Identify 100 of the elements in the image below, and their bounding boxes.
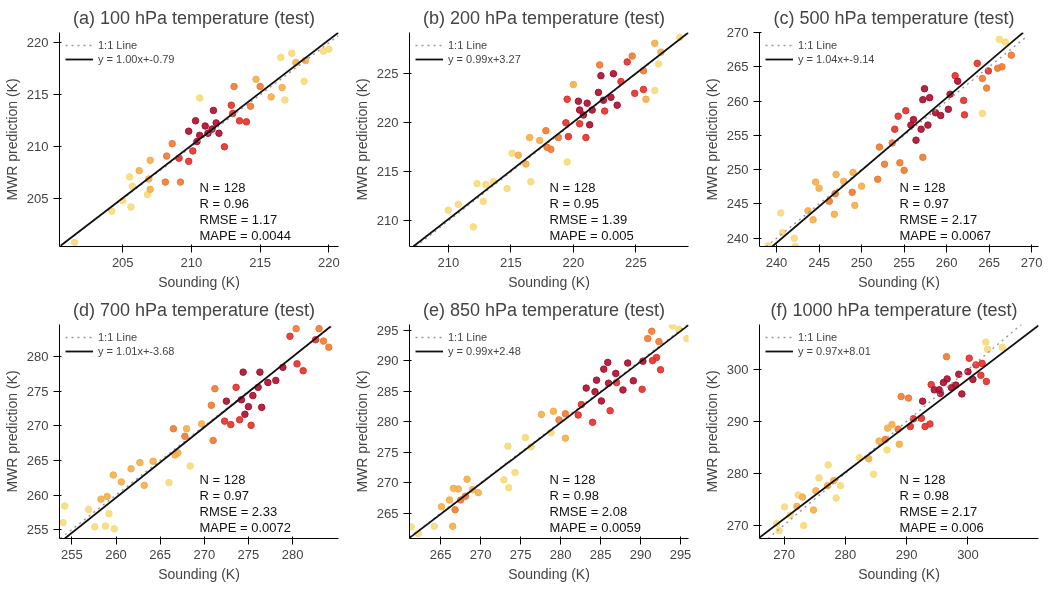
x-tick-label: 275 (509, 546, 532, 562)
legend-label: 1:1 Line (798, 330, 838, 344)
x-tick-label: 265 (978, 254, 1001, 270)
legend-label: 1:1 Line (98, 330, 138, 344)
y-tick-label: 270 (376, 475, 399, 491)
annotation: MAPE = 0.0044 (199, 227, 291, 243)
x-tick-label: 210 (437, 254, 460, 270)
y-tick-label: 215 (26, 87, 49, 103)
x-tick-label: 270 (193, 546, 216, 562)
annotation: N = 128 (199, 471, 246, 487)
y-tick-label: 265 (26, 452, 49, 468)
y-tick-label: 280 (726, 465, 749, 481)
annotation: N = 128 (899, 179, 946, 195)
x-tick-label: 280 (834, 546, 857, 562)
x-tick-label: 280 (549, 546, 572, 562)
chart-title: (f) 1000 hPa temperature (test) (770, 299, 1018, 320)
x-tick-label: 300 (957, 546, 979, 562)
chart-title: (d) 700 hPa temperature (test) (72, 299, 316, 320)
y-tick-label: 280 (26, 349, 49, 365)
x-axis-title: Sounding (K) (158, 565, 240, 582)
legend-label: 1:1 Line (798, 38, 838, 52)
y-tick-label: 225 (376, 66, 399, 82)
y-tick-label: 210 (376, 213, 399, 229)
x-tick-label: 280 (281, 546, 304, 562)
x-tick-label: 225 (625, 254, 647, 270)
y-tick-label: 255 (26, 522, 49, 538)
x-tick-label: 270 (773, 546, 795, 562)
x-axis-title: Sounding (K) (158, 273, 240, 290)
x-tick-label: 220 (562, 254, 585, 270)
annotation: R = 0.98 (549, 487, 600, 503)
x-tick-label: 210 (180, 254, 203, 270)
x-tick-label: 295 (669, 546, 692, 562)
x-tick-label: 250 (850, 254, 873, 270)
x-tick-label: 290 (629, 546, 652, 562)
y-tick-label: 215 (376, 164, 399, 180)
y-axis-title: MWR prediction (K) (3, 370, 20, 493)
y-tick-label: 255 (726, 127, 749, 143)
annotation: N = 128 (199, 179, 246, 195)
legend-label: y = 0.99x+3.27 (448, 52, 521, 66)
y-tick-label: 240 (726, 230, 749, 246)
x-tick-label: 290 (895, 546, 918, 562)
annotation: MAPE = 0.0072 (199, 519, 291, 535)
annotation: MAPE = 0.0067 (899, 227, 991, 243)
annotation: R = 0.97 (199, 487, 250, 503)
y-tick-label: 260 (26, 487, 49, 503)
annotation: R = 0.97 (899, 195, 950, 211)
legend-label: 1:1 Line (448, 38, 488, 52)
x-tick-label: 260 (935, 254, 958, 270)
legend-label: y = 0.97x+8.01 (798, 344, 871, 358)
annotation: N = 128 (899, 471, 946, 487)
y-axis-title: MWR prediction (K) (703, 370, 720, 493)
y-tick-label: 290 (376, 353, 399, 369)
legend-label: y = 1.00x+-0.79 (98, 52, 175, 66)
y-axis-title: MWR prediction (K) (703, 78, 720, 201)
x-tick-label: 265 (149, 546, 172, 562)
x-tick-label: 255 (61, 546, 83, 562)
y-tick-label: 290 (726, 413, 749, 429)
x-tick-label: 265 (429, 546, 452, 562)
legend-label: y = 1.01x+-3.68 (98, 344, 175, 358)
annotation: MAPE = 0.0059 (549, 519, 641, 535)
annotation: MAPE = 0.006 (899, 519, 984, 535)
x-tick-label: 215 (249, 254, 272, 270)
y-tick-label: 260 (726, 93, 749, 109)
annotation: R = 0.98 (899, 487, 950, 503)
y-tick-label: 210 (26, 139, 49, 155)
annotation: MAPE = 0.005 (549, 227, 634, 243)
y-tick-label: 275 (26, 383, 49, 399)
chart-title: (c) 500 hPa temperature (test) (773, 7, 1015, 28)
chart-title: (b) 200 hPa temperature (test) (422, 7, 666, 28)
x-tick-label: 255 (893, 254, 915, 270)
legend-label: y = 1.04x+-9.14 (798, 52, 875, 66)
annotation: N = 128 (549, 179, 596, 195)
x-tick-label: 270 (1020, 254, 1043, 270)
y-tick-label: 280 (376, 414, 399, 430)
annotation: N = 128 (549, 471, 596, 487)
y-tick-label: 270 (726, 517, 749, 533)
y-tick-label: 220 (376, 115, 399, 131)
y-tick-label: 285 (376, 383, 399, 399)
x-axis-title: Sounding (K) (508, 565, 590, 582)
x-axis-title: Sounding (K) (858, 565, 940, 582)
annotation: R = 0.96 (199, 195, 250, 211)
x-tick-label: 240 (765, 254, 788, 270)
y-tick-label: 250 (726, 162, 749, 178)
x-tick-label: 285 (589, 546, 612, 562)
chart-title: (e) 850 hPa temperature (test) (422, 299, 666, 320)
y-tick-label: 275 (376, 444, 399, 460)
y-axis-title: MWR prediction (K) (353, 78, 370, 201)
y-axis-title: MWR prediction (K) (353, 370, 370, 493)
legend-label: 1:1 Line (98, 38, 138, 52)
annotation: RMSE = 2.33 (199, 503, 278, 519)
chart-title: (a) 100 hPa temperature (test) (72, 7, 316, 28)
annotation: RMSE = 2.17 (899, 503, 978, 519)
x-tick-label: 260 (105, 546, 127, 562)
annotation: RMSE = 1.39 (549, 211, 628, 227)
annotation: RMSE = 2.17 (899, 211, 978, 227)
x-axis-title: Sounding (K) (508, 273, 590, 290)
x-tick-label: 245 (808, 254, 830, 270)
legend-label: 1:1 Line (448, 330, 488, 344)
y-tick-label: 270 (26, 418, 49, 434)
y-tick-label: 300 (726, 362, 749, 378)
